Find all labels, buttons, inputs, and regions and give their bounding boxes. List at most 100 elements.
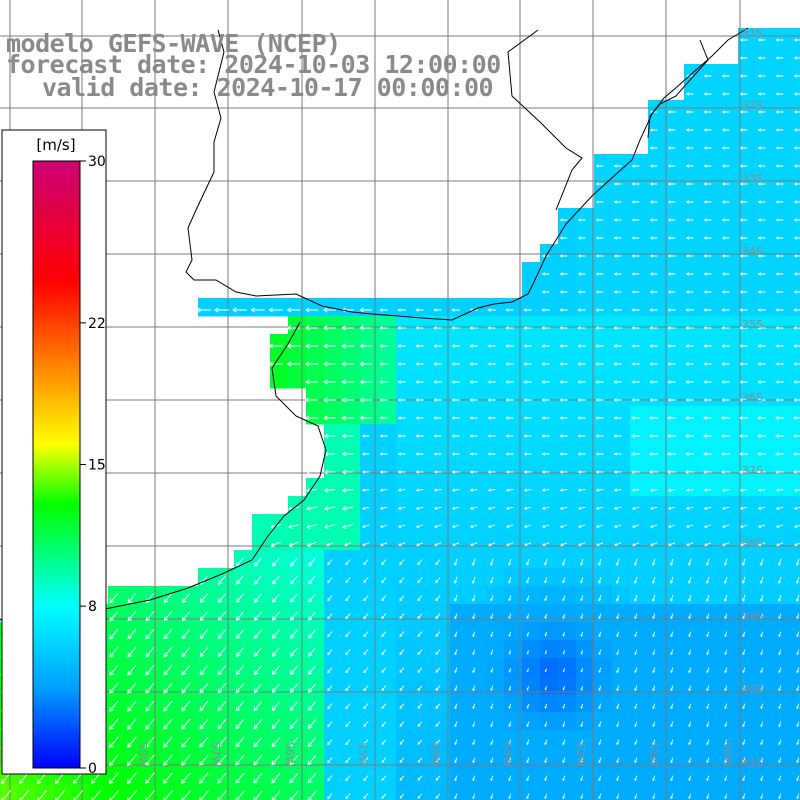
wind-cell [738,46,757,65]
wind-arrow [323,415,337,421]
wind-arrow [721,344,730,348]
latitude-label: 40S [742,683,763,696]
wind-cell [792,28,800,47]
wind-cell [558,370,577,389]
wind-arrow [724,703,728,710]
wind-arrow [127,611,137,622]
wind-cell [702,784,721,800]
wind-cell [666,622,685,641]
wind-arrow [562,613,566,619]
wind-arrow [289,790,299,800]
wind-cell [630,442,649,461]
wind-arrow [667,290,676,294]
wind-cell [684,190,703,209]
wind-arrow [541,308,550,312]
wind-arrow [596,524,604,529]
wind-cell [594,370,613,389]
wind-cell [342,640,361,659]
wind-cell [324,406,343,425]
wind-arrow [469,380,478,384]
wind-arrow [235,611,244,621]
wind-arrow [652,685,656,692]
wind-cell [702,208,721,227]
wind-arrow [359,415,372,421]
wind-arrow [560,542,568,547]
wind-arrow [381,577,387,584]
wind-arrow [490,595,494,602]
wind-arrow [634,757,638,764]
wind-arrow [508,775,512,782]
wind-cell [540,748,559,767]
wind-arrow [544,703,548,709]
wind-cell [666,496,685,515]
wind-arrow [615,576,620,584]
wind-cell [612,208,631,227]
wind-cell [612,334,631,353]
wind-cell [612,478,631,497]
wind-arrow [327,703,333,710]
wind-arrow [399,757,405,763]
wind-arrow [345,739,351,746]
wind-arrow [562,650,565,655]
wind-cell [360,640,379,659]
wind-arrow [272,593,280,603]
wind-cell [414,352,433,371]
wind-arrow [703,272,712,276]
wind-arrow [379,380,388,384]
wind-arrow [307,683,316,693]
wind-cell [414,622,433,641]
wind-cell [612,190,631,209]
wind-cell [468,694,487,713]
wind-cell [594,496,613,515]
wind-arrow [415,398,424,402]
wind-arrow [688,685,692,692]
wind-cell [342,784,361,800]
wind-cell [432,334,451,353]
wind-cell [738,262,757,281]
wind-arrow [290,611,298,621]
wind-arrow [163,700,173,712]
wind-arrow [181,772,191,784]
wind-arrow [433,398,442,402]
wind-arrow [685,164,694,168]
wind-cell [666,766,685,785]
wind-arrow [577,452,586,456]
wind-arrow [757,164,766,168]
wind-arrow [217,736,227,748]
wind-cell [684,766,703,785]
wind-cell [540,460,559,479]
wind-arrow [289,737,299,748]
wind-cell [720,460,739,479]
wind-cell [648,766,667,785]
wind-arrow [163,647,173,658]
wind-cell [666,262,685,281]
wind-arrow [757,236,766,240]
wind-arrow [127,736,137,748]
wind-cell [792,748,800,767]
wind-cell [432,298,451,317]
wind-cell [756,442,775,461]
wind-arrow [562,631,566,637]
wind-arrow [127,593,137,604]
wind-arrow [739,146,748,150]
wind-arrow [542,542,550,547]
wind-arrow [181,647,191,658]
wind-arrow [631,506,640,510]
wind-arrow [361,488,370,492]
wind-arrow [363,775,369,782]
forecast-date: forecast date: 2024-10-03 12:00:00 [6,50,501,79]
wind-cell [612,694,631,713]
wind-cell [396,622,415,641]
wind-cell [270,334,289,353]
wind-arrow [596,542,604,547]
wind-arrow [595,254,604,258]
wind-arrow [794,524,800,529]
wind-cell [684,388,703,407]
wind-arrow [435,559,441,566]
wind-cell [612,658,631,677]
wind-arrow [181,718,191,730]
wind-arrow [469,452,478,456]
wind-cell [648,316,667,335]
wind-cell [594,424,613,443]
wind-arrow [271,701,281,712]
